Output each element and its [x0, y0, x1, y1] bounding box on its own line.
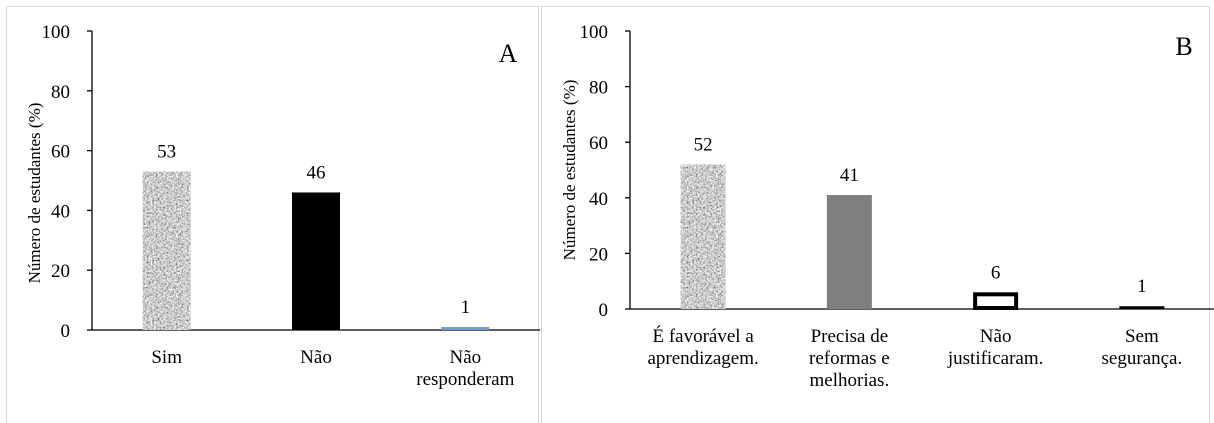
y-tick-label: 20 — [589, 244, 608, 265]
y-tick-label: 0 — [61, 321, 71, 342]
category-label: Não — [300, 347, 332, 368]
chart-b-axes — [629, 31, 1214, 310]
chart-panel-a: Número de estudantes (%) A 020406080100 … — [6, 6, 540, 423]
category-label: Sem segurança. — [1102, 326, 1183, 369]
bar — [680, 164, 726, 309]
category-label: É favorável a aprendizagem. — [647, 325, 758, 369]
chart-a-bars — [142, 171, 490, 330]
data-label: 1 — [461, 297, 471, 318]
y-tick-label: 100 — [580, 22, 609, 43]
chart-b-panel-letter: B — [1175, 32, 1192, 61]
category-label: Sim — [151, 347, 182, 368]
category-label: Não justificaram. — [947, 326, 1044, 369]
chart-a-data-labels: 53 46 1 — [157, 142, 470, 318]
chart-a-y-ticks: 0 20 40 60 80 100 — [42, 22, 92, 342]
y-tick-label: 40 — [589, 189, 608, 210]
bar — [441, 327, 490, 330]
category-label: Não responderam — [416, 347, 514, 390]
y-tick-label: 20 — [51, 261, 70, 282]
data-label: 52 — [694, 134, 713, 155]
bar — [826, 195, 872, 309]
data-label: 6 — [991, 262, 1001, 283]
y-tick-label: 40 — [51, 201, 70, 222]
category-label: Precisa de reformas e melhorias. — [809, 326, 890, 391]
chart-b-frame — [541, 6, 1210, 423]
chart-a-ylabel: Número de estudantes (%) — [25, 103, 44, 284]
y-tick-label: 100 — [42, 22, 71, 43]
chart-b-category-labels: É favorável a aprendizagem. Precisa de refo… — [647, 325, 1182, 391]
data-label: 41 — [840, 165, 859, 186]
chart-b-bars — [680, 164, 1165, 311]
bar — [973, 292, 1019, 311]
chart-panel-b: Número de estudantes (%) B 020406080100 … — [541, 6, 1214, 423]
chart-a-panel-letter: A — [499, 39, 518, 68]
y-tick-label: 80 — [589, 78, 608, 99]
data-label: 1 — [1137, 276, 1147, 297]
bar — [1119, 306, 1165, 309]
y-tick-label: 80 — [51, 82, 70, 103]
y-tick-label: 0 — [599, 300, 609, 321]
y-tick-label: 60 — [589, 133, 608, 154]
chart-a-frame — [6, 6, 539, 423]
chart-b-data-labels: 52 41 6 1 — [694, 134, 1147, 297]
chart-b-y-ticks: 0 20 40 60 80 100 — [580, 22, 630, 321]
data-label: 46 — [307, 162, 326, 183]
chart-a-category-labels: Sim Não Não responderam — [151, 347, 514, 390]
data-label: 53 — [157, 142, 176, 163]
bar — [292, 192, 340, 330]
bar — [142, 171, 191, 330]
y-tick-label: 60 — [51, 142, 70, 163]
chart-b-ylabel: Número de estudantes (%) — [560, 80, 579, 261]
